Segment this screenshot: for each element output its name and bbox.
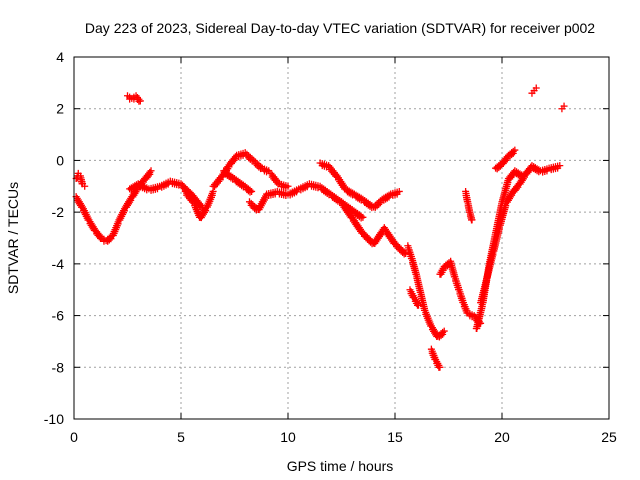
grid-lines — [74, 57, 609, 419]
data-point-fill — [439, 330, 447, 338]
series-track-m — [406, 286, 423, 309]
y-tick-label: -2 — [52, 204, 65, 220]
data-points — [72, 84, 568, 371]
axis-ticks — [73, 56, 610, 420]
data-point — [511, 146, 519, 154]
y-tick-labels: -10 -8 -6 -4 -2 0 2 4 — [44, 49, 64, 427]
data-point-fill — [114, 220, 122, 228]
data-point — [284, 182, 292, 190]
chart-title: Day 223 of 2023, Sidereal Day-to-day VTE… — [85, 20, 595, 36]
x-tick-label: 0 — [70, 429, 78, 445]
data-point — [245, 198, 253, 206]
y-tick-label: -10 — [44, 411, 64, 427]
data-point — [556, 162, 564, 170]
y-tick-label: 2 — [56, 101, 64, 117]
data-point-fill — [105, 236, 113, 244]
series-track-o — [436, 257, 485, 328]
data-point-fill — [146, 170, 154, 178]
series-track-q — [472, 167, 527, 333]
data-point-fill — [525, 167, 533, 175]
data-point — [560, 102, 568, 110]
data-point-fill — [216, 176, 224, 184]
series-track-p — [462, 187, 476, 224]
series-track-e — [181, 187, 217, 222]
y-tick-label: 4 — [56, 49, 64, 65]
plot-frame — [73, 56, 610, 420]
data-point-fill — [144, 172, 152, 180]
y-tick-label: -4 — [52, 256, 65, 272]
series-track-r — [477, 162, 564, 307]
data-point — [402, 250, 410, 258]
x-axis-title: GPS time / hours — [287, 458, 394, 474]
y-axis-title: SDTVAR / TECUs — [5, 182, 21, 294]
data-point-fill — [513, 185, 521, 193]
x-tick-label: 15 — [387, 429, 403, 445]
data-point-fill — [508, 151, 516, 159]
series-track-n — [427, 345, 444, 371]
y-tick-label: 0 — [56, 152, 64, 168]
series-track-c — [124, 92, 144, 105]
series-track-a — [72, 169, 89, 190]
data-point-fill — [208, 191, 216, 199]
x-tick-label: 25 — [601, 429, 617, 445]
data-point-fill — [120, 207, 128, 215]
data-point — [440, 327, 448, 335]
series-track-i — [267, 169, 292, 192]
data-point-fill — [508, 172, 516, 180]
data-point-fill — [502, 156, 510, 164]
data-point-fill — [437, 332, 445, 340]
data-point — [468, 216, 476, 224]
data-point-fill — [495, 164, 503, 172]
data-point — [136, 97, 144, 105]
series-track-l — [404, 242, 448, 341]
y-tick-label: -8 — [52, 359, 65, 375]
x-tick-label: 5 — [177, 429, 185, 445]
series-track-g — [220, 167, 256, 196]
series-track-j — [316, 159, 403, 212]
data-point — [81, 182, 89, 190]
x-tick-labels: 0 5 10 15 20 25 — [70, 429, 617, 445]
data-point-fill — [230, 156, 238, 164]
x-tick-label: 10 — [280, 429, 296, 445]
data-point — [532, 84, 540, 92]
data-point — [359, 213, 367, 221]
data-point — [248, 187, 256, 195]
series-track-b — [72, 167, 155, 245]
series-track-t — [528, 84, 540, 97]
data-point-fill — [246, 188, 254, 196]
data-point-fill — [509, 149, 517, 157]
data-point-fill — [202, 207, 210, 215]
series-track-u — [558, 102, 568, 113]
data-point — [395, 187, 403, 195]
series-track-k — [338, 198, 410, 258]
y-tick-label: -6 — [52, 308, 65, 324]
data-point — [415, 301, 423, 309]
x-tick-label: 20 — [494, 429, 510, 445]
series-track-s — [492, 146, 519, 173]
data-point — [436, 363, 444, 371]
data-point — [147, 167, 155, 175]
